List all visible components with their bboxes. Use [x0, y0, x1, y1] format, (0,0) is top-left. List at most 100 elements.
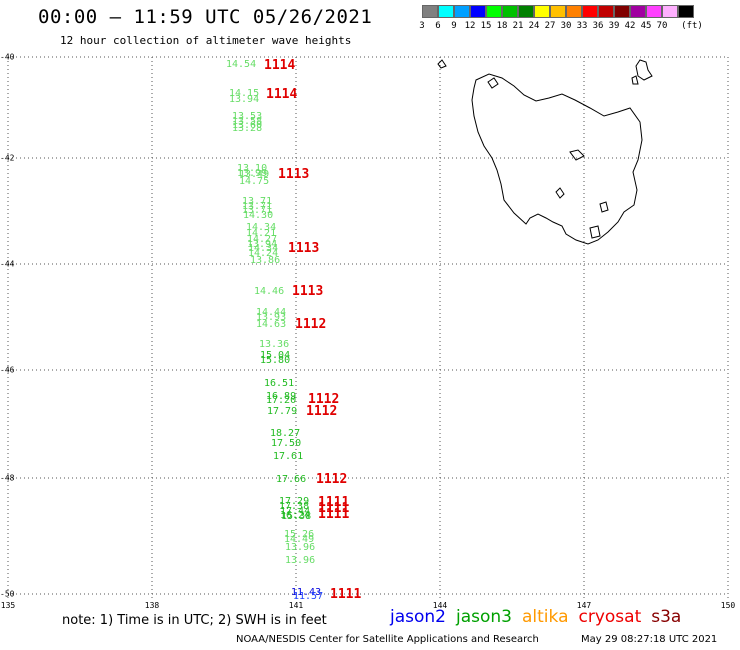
wave-height-value: 14.49 — [284, 534, 315, 545]
wave-height-value: 17.79 — [267, 406, 298, 417]
island-flinders-2 — [631, 75, 639, 85]
scale-swatch — [662, 5, 678, 18]
island-bass-1 — [437, 59, 447, 69]
wave-height-value: 16.89 — [266, 391, 297, 402]
latitude-label: -50 — [0, 589, 15, 599]
wave-height-value: 16.51 — [264, 378, 295, 389]
scale-label: 6 — [435, 21, 441, 31]
wave-height-value: 16.24 — [280, 510, 311, 521]
scale-label: 33 — [576, 21, 588, 31]
island-king — [487, 77, 499, 89]
tasmania-coastline — [437, 59, 653, 245]
longitude-label: 138 — [144, 601, 160, 610]
scale-swatch — [454, 5, 470, 18]
scale-label: 12 — [464, 21, 476, 31]
wave-height-value: 15.38 — [281, 511, 312, 522]
wave-height-value: 14.27 — [247, 234, 278, 245]
latitude-label: -40 — [0, 52, 15, 62]
longitude-label: 147 — [576, 601, 592, 610]
scale-label: 18 — [496, 21, 508, 31]
scale-label: 45 — [640, 21, 652, 31]
wave-height-value: 14.21 — [246, 228, 277, 239]
scale-label: 21 — [512, 21, 524, 31]
satellite-legend-item: cryosat — [578, 607, 642, 627]
longitude-label: 144 — [432, 601, 448, 610]
wave-height-value: 13.60 — [232, 120, 263, 131]
footer-note: note: 1) Time is in UTC; 2) SWH is in fe… — [62, 613, 327, 628]
island-east-2 — [599, 201, 609, 213]
wave-height-value: 15.80 — [260, 355, 291, 366]
wave-height-value: 14.46 — [254, 286, 285, 297]
scale-swatch — [486, 5, 502, 18]
pass-number-label: 1113 — [288, 241, 320, 256]
latitude-label: -44 — [0, 259, 15, 269]
credit-text: NOAA/NESDIS Center for Satellite Applica… — [236, 634, 539, 645]
pass-number-label: 1111 — [330, 587, 362, 602]
scale-swatch — [566, 5, 582, 18]
scale-swatch — [470, 5, 486, 18]
scale-swatch — [422, 5, 438, 18]
pass-number-label: 1114 — [266, 87, 298, 102]
scale-label: 36 — [592, 21, 604, 31]
scale-label: 9 — [451, 21, 457, 31]
island-south-1 — [589, 225, 601, 239]
scale-label: 3 — [419, 21, 425, 31]
satellite-legend-item: s3a — [651, 607, 682, 627]
wave-height-value: 17.44 — [280, 506, 311, 517]
wave-height-value: 14.34 — [248, 243, 279, 254]
scale-swatch — [630, 5, 646, 18]
wave-height-value: 13.58 — [232, 116, 263, 127]
wave-height-value: 15.04 — [260, 350, 291, 361]
wave-height-value: 14.24 — [248, 248, 279, 259]
wave-height-value: 13.49 — [239, 169, 270, 180]
latitude-label: -42 — [0, 153, 15, 163]
scale-swatch — [678, 5, 694, 18]
wave-height-value: 13.96 — [285, 542, 316, 553]
wave-height-value: 13.71 — [242, 201, 273, 212]
wave-height-value: 14.30 — [243, 210, 274, 221]
satellite-legend-item: altika — [522, 607, 569, 627]
wave-height-value: 13.71 — [242, 205, 273, 216]
tasmania-outline — [471, 73, 643, 245]
wave-height-value: 13.86 — [250, 255, 281, 266]
wave-height-value: 13.53 — [232, 111, 263, 122]
pass-number-label: 1112 — [295, 317, 327, 332]
wave-height-value: 13.71 — [242, 196, 273, 207]
wave-height-value: 13.96 — [285, 555, 316, 566]
wave-height-value: 15.26 — [284, 529, 315, 540]
wave-height-value: 17.61 — [273, 451, 304, 462]
wave-height-value: 13.36 — [259, 339, 290, 350]
scale-label: 42 — [624, 21, 636, 31]
wave-height-value: 13.28 — [232, 123, 263, 134]
scale-swatch — [502, 5, 518, 18]
generated-timestamp: May 29 08:27:18 UTC 2021 — [581, 634, 718, 645]
pass-number-label: 1111 — [318, 495, 350, 510]
pass-number-label: 1114 — [264, 58, 296, 73]
satellite-legend: jason2 jason3 altika cryosat s3a — [390, 607, 691, 627]
wave-height-value: 17.66 — [276, 474, 307, 485]
wave-height-value: 13.93 — [256, 312, 287, 323]
lake-1 — [555, 187, 565, 199]
scale-label: 70 — [656, 21, 668, 31]
wave-height-value: 13.94 — [229, 94, 260, 105]
wave-height-value: 13.99 — [237, 168, 268, 179]
longitude-label: 141 — [288, 601, 304, 610]
satellite-legend-item: jason2 — [390, 607, 446, 627]
wave-height-value: 17.38 — [279, 501, 310, 512]
longitude-label: 135 — [0, 601, 16, 610]
wave-height-value: 14.34 — [246, 222, 277, 233]
latitude-label: -48 — [0, 473, 15, 483]
page-subtitle: 12 hour collection of altimeter wave hei… — [60, 34, 352, 47]
color-scale-legend: 3 6 9 12 15 18 21 24 27 30 33 36 39 42 45 70 (ft) — [419, 5, 703, 31]
page-title: 00:00 – 11:59 UTC 05/26/2021 — [38, 6, 373, 28]
scale-swatch — [550, 5, 566, 18]
pass-number-label: 1113 — [278, 167, 310, 182]
wave-height-value: 14.15 — [229, 88, 260, 99]
scale-swatch — [646, 5, 662, 18]
wave-height-value: 11.43 — [291, 587, 322, 598]
lat-lon-grid — [7, 56, 729, 600]
scale-label: 39 — [608, 21, 620, 31]
wave-height-value: 17.29 — [279, 496, 310, 507]
wave-height-value: 14.54 — [226, 59, 257, 70]
